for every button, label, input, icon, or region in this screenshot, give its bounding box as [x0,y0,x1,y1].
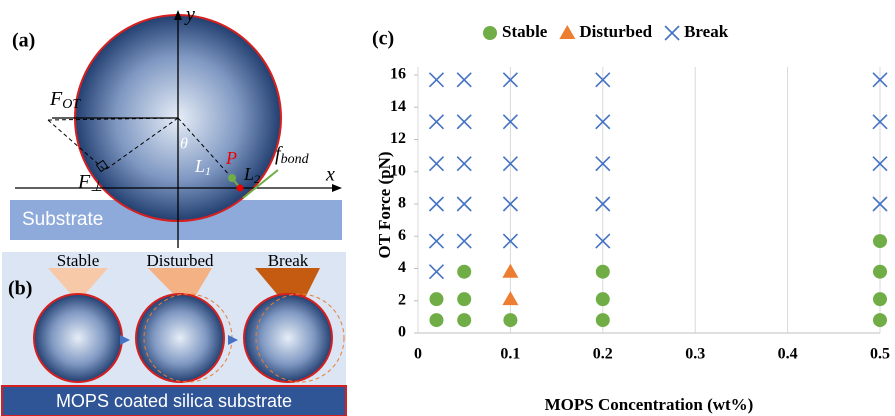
y-tick-label: 0 [398,324,406,341]
point [429,313,443,327]
point [502,264,518,278]
point [596,265,610,279]
legend-label: Break [684,22,729,41]
point-p [228,174,236,182]
sub: 2 [254,172,260,186]
point-label: P [225,148,237,168]
sub: ⊥ [90,180,102,195]
point [873,265,887,279]
point [873,234,887,248]
y-tick-label: 12 [390,130,406,147]
legend-marker [665,26,679,40]
sub: bond [281,152,310,167]
panel-label: (c) [372,28,394,50]
y-label: y [184,4,195,26]
x-tick-label: 0 [414,346,422,363]
main: F [49,88,63,110]
point [457,115,471,129]
point [429,157,443,171]
particle [34,294,122,382]
y-tick-label: 8 [398,195,406,212]
panel-label: (a) [12,30,35,52]
point [429,234,443,248]
particle [244,294,332,382]
y-tick-label: 14 [390,98,406,115]
point [502,291,518,305]
x-tick-label: 0.3 [685,346,705,363]
y-tick-label: 6 [398,227,406,244]
state-label: Disturbed [146,251,214,270]
sub: OT [62,97,81,112]
x-axis-title: MOPS Concentration (wt%) [545,395,754,414]
main: F [77,171,91,193]
point [457,265,471,279]
legend-label: Disturbed [579,22,652,41]
point [429,265,443,279]
panel-b: MOPS coated silica substrate Stable Dist… [2,251,346,416]
anchor [237,185,244,192]
x-label: x [325,164,335,186]
figure: Substrate y x (a) FOT F⊥ θ L1 P L2 fbond… [0,0,895,416]
point [457,313,471,327]
y-tick-label: 2 [398,291,406,308]
force-label: FOT [49,88,81,113]
sub: 1 [205,164,211,178]
point [429,197,443,211]
state-label: Break [268,251,309,270]
x-tick-label: 0.2 [593,346,613,363]
particle [136,294,224,382]
point [457,157,471,171]
point [873,292,887,306]
point [596,292,610,306]
point [457,234,471,248]
main: L [243,164,254,184]
x-tick-label: 0.5 [870,346,890,363]
substrate-label: MOPS coated silica substrate [56,391,292,411]
point [457,73,471,87]
state-label: Stable [57,251,100,270]
y-tick-label: 16 [390,66,406,83]
point [429,73,443,87]
panel-label: (b) [8,278,32,300]
substrate-label: Substrate [22,209,103,230]
angle-label: θ [180,136,188,153]
point [873,313,887,327]
point [503,313,517,327]
force-label: fbond [275,143,310,168]
legend-marker [483,26,497,40]
main: L [194,156,205,176]
point [457,292,471,306]
panel-a: Substrate y x (a) FOT F⊥ θ L1 P L2 fbond [10,4,342,248]
legend-label: Stable [502,22,548,41]
point [596,313,610,327]
point [457,197,471,211]
chart: (c) MOPS Concentration (wt%) OT Force (p… [372,22,890,414]
y-tick-label: 10 [390,162,406,179]
y-tick-label: 4 [398,259,406,276]
point [429,292,443,306]
x-tick-label: 0.1 [500,346,520,363]
x-tick-label: 0.4 [778,346,798,363]
legend-marker [559,25,575,39]
point [429,115,443,129]
